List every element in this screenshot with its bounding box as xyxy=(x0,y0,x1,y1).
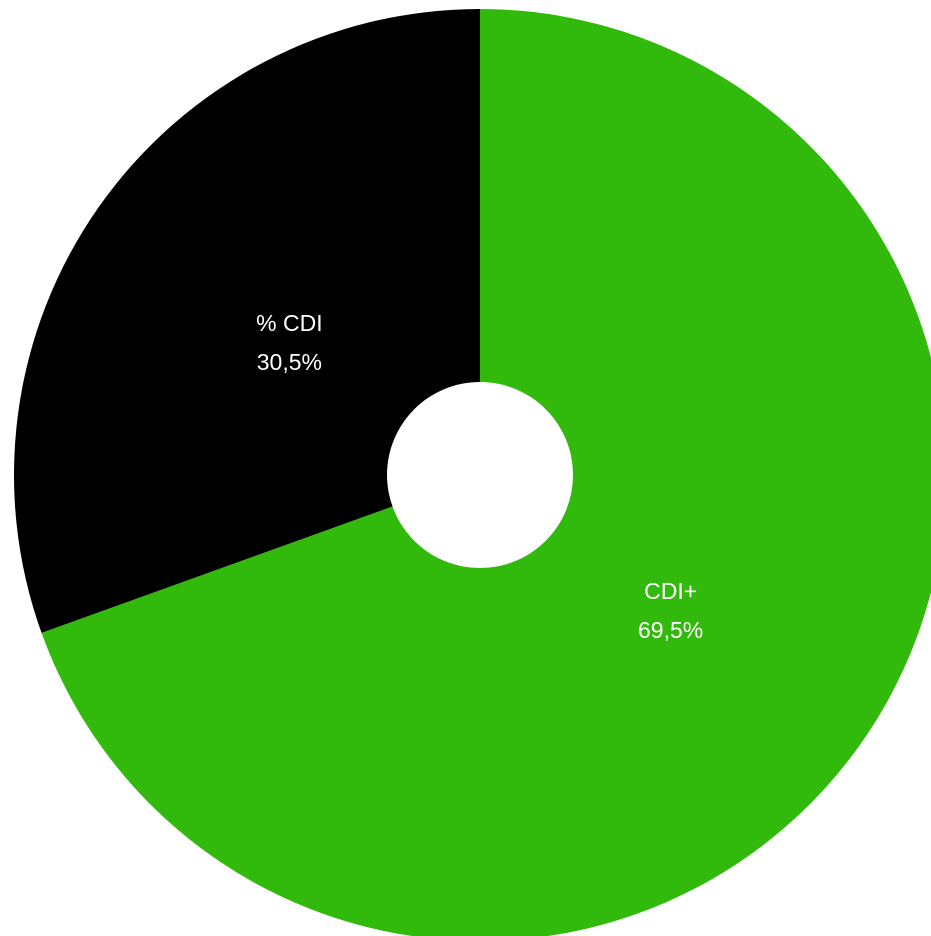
pie-slice-2 xyxy=(14,9,480,633)
donut-hole xyxy=(387,382,573,568)
slice-label-2: % CDI xyxy=(256,310,322,336)
slice-value-label-1: 69,5% xyxy=(638,617,703,643)
slice-value-label-2: 30,5% xyxy=(257,349,322,375)
slice-label-1: CDI+ xyxy=(644,578,697,604)
